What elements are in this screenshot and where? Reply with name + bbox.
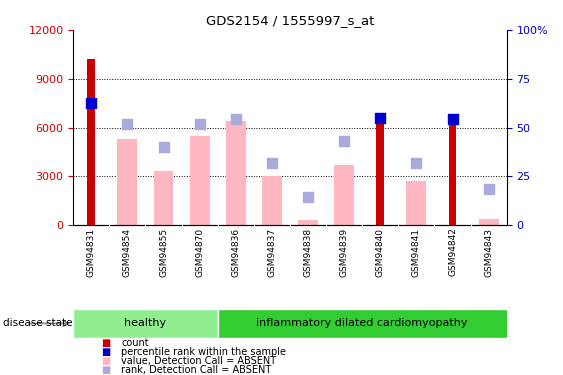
Text: count: count [121,338,149,348]
Title: GDS2154 / 1555997_s_at: GDS2154 / 1555997_s_at [205,15,374,27]
Text: percentile rank within the sample: percentile rank within the sample [121,347,286,357]
Point [159,144,168,150]
Bar [262,176,282,225]
Text: GSM94831: GSM94831 [87,228,96,277]
Text: ■: ■ [101,338,110,348]
Text: disease state: disease state [3,318,72,328]
Text: ■: ■ [101,347,110,357]
Bar [154,171,173,225]
Bar [376,116,384,225]
Point [87,100,96,106]
Text: GSM94839: GSM94839 [339,228,348,277]
Point [231,116,240,122]
Bar [87,59,95,225]
Bar [190,136,209,225]
Point [412,160,421,166]
Text: GSM94843: GSM94843 [484,228,493,276]
Point [195,121,204,127]
Text: healthy: healthy [124,318,167,328]
Text: GSM94838: GSM94838 [303,228,312,277]
Text: inflammatory dilated cardiomyopathy: inflammatory dilated cardiomyopathy [257,318,468,328]
Bar [479,219,499,225]
Text: GSM94837: GSM94837 [267,228,276,277]
Text: ■: ■ [101,365,110,375]
Point [376,115,385,121]
Text: GSM94870: GSM94870 [195,228,204,277]
Bar [334,165,354,225]
Point [448,116,457,122]
Point [339,138,348,144]
Point [484,186,493,192]
Text: GSM94836: GSM94836 [231,228,240,277]
Bar [226,121,245,225]
Text: value, Detection Call = ABSENT: value, Detection Call = ABSENT [121,356,276,366]
Point [267,160,276,166]
Text: GSM94840: GSM94840 [376,228,385,276]
Text: GSM94841: GSM94841 [412,228,421,276]
Bar [406,181,426,225]
Point [123,121,132,127]
Bar [218,309,525,338]
Bar [118,139,137,225]
Point [303,194,312,200]
Bar [73,309,218,338]
Text: GSM94842: GSM94842 [448,228,457,276]
Text: rank, Detection Call = ABSENT: rank, Detection Call = ABSENT [121,365,271,375]
Text: GSM94855: GSM94855 [159,228,168,277]
Text: ■: ■ [101,356,110,366]
Bar [449,124,457,225]
Text: GSM94854: GSM94854 [123,228,132,276]
Bar [298,220,318,225]
